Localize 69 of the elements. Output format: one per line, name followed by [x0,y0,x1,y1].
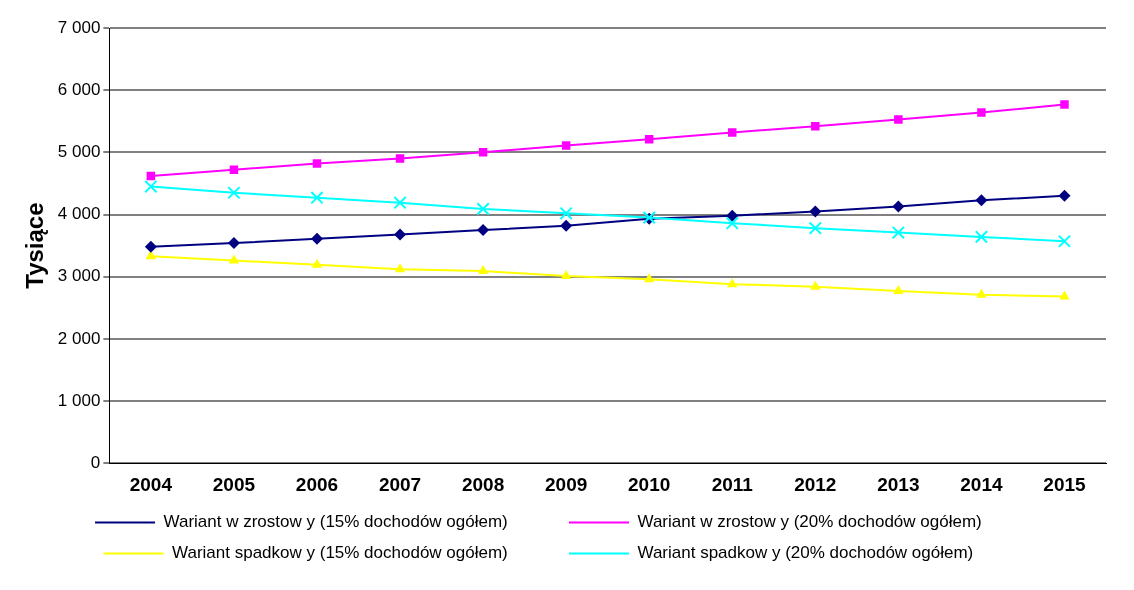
point [725,216,739,230]
y-tick-label: 5 000 [57,142,101,162]
point [1057,234,1072,248]
point [394,263,406,273]
point [144,179,158,194]
point [395,154,405,163]
point [393,196,407,210]
point [809,205,822,218]
legend-label: Wariant w zrostow y (15% dochodów ogółem) [163,512,555,532]
point [477,224,490,237]
y-tick-label: 2 000 [57,328,101,348]
y-tick-label: 0 [90,452,101,472]
point [974,230,989,244]
x-tick-label: 2008 [461,473,505,495]
point [976,288,987,298]
point [394,228,407,241]
legend-label: Wariant spadkow y (20% dochodów ogółem) [637,543,1021,563]
point [560,270,572,280]
x-tick-label: 2012 [794,473,837,495]
point [145,250,157,260]
y-tick-label: 7 000 [57,17,101,37]
point [644,135,654,144]
point [808,221,822,235]
point [893,284,904,294]
point [891,225,906,240]
point [227,237,240,250]
y-axis-title: Tysiące [21,202,49,289]
point [892,200,905,213]
point [311,258,323,268]
y-tick-label: 1 000 [57,390,101,410]
point [560,219,573,232]
point [559,206,573,220]
point [1059,290,1070,300]
point [977,108,986,117]
y-tick-label: 6 000 [57,79,101,99]
point [894,115,903,124]
point [561,141,571,150]
point [727,278,738,288]
point [312,159,322,168]
x-tick-label: 2009 [545,473,588,495]
y-tick-label: 3 000 [57,266,101,286]
point [975,194,988,207]
x-tick-label: 2011 [711,473,754,495]
x-tick-label: 2013 [877,473,920,495]
y-tick-label: 4 000 [57,204,101,224]
x-tick-label: 2004 [129,473,173,495]
point [310,232,323,245]
point [310,191,324,205]
x-tick-label: 2014 [960,473,1003,495]
point [644,273,655,283]
legend-label: Wariant spadkow y (15% dochodów ogółem) [172,543,556,563]
point [1060,100,1069,109]
point [726,209,739,222]
point [476,202,490,216]
point [477,265,489,275]
legend-label: Wariant w zrostow y (20% dochodów ogółem) [637,512,1029,532]
point [478,148,488,157]
x-tick-label: 2005 [212,473,256,495]
point [728,128,737,137]
x-tick-label: 2007 [378,473,422,495]
point [144,240,157,253]
x-tick-label: 2006 [295,473,339,495]
point [228,254,240,264]
x-tick-label: 2015 [1043,473,1087,495]
point [1058,189,1071,202]
point [810,280,821,290]
point [811,121,820,131]
point [227,186,241,200]
x-tick-label: 2010 [628,473,671,495]
